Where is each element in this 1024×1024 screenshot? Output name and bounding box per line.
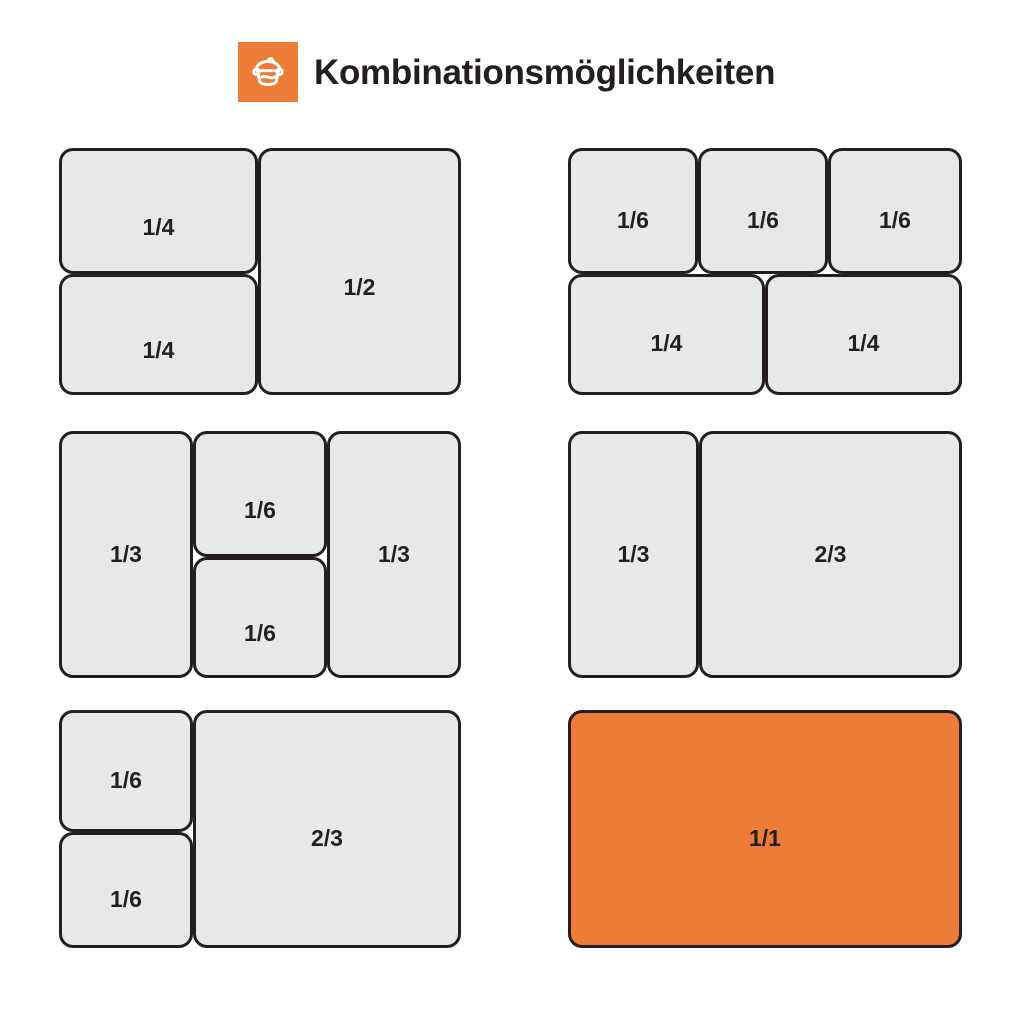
brand-logo bbox=[238, 42, 298, 102]
cell-label: 1/4 bbox=[847, 330, 880, 356]
cell-label: 1/4 bbox=[650, 330, 683, 356]
combination-block-1: 1/4 1/4 1/2 bbox=[59, 148, 461, 395]
cell-quarter-bottom-left[interactable]: 1/4 bbox=[59, 274, 258, 395]
cell-label: 1/3 bbox=[378, 541, 410, 567]
combination-block-5: 1/6 1/6 2/3 bbox=[59, 710, 461, 948]
cell-label: 1/3 bbox=[617, 541, 650, 567]
cell-label: 1/4 bbox=[142, 213, 175, 240]
combination-block-6: 1/1 bbox=[568, 710, 962, 948]
cell-sixth-top-2[interactable]: 1/6 bbox=[698, 148, 828, 274]
combination-block-3: 1/3 1/6 1/6 1/3 bbox=[59, 431, 461, 678]
cell-half-right[interactable]: 1/2 bbox=[258, 148, 461, 395]
cell-label: 1/4 bbox=[142, 337, 175, 363]
cell-label: 1/6 bbox=[617, 206, 649, 233]
pot-icon bbox=[247, 51, 289, 93]
cell-label: 1/2 bbox=[343, 274, 376, 300]
cell-third-left[interactable]: 1/3 bbox=[568, 431, 699, 678]
cell-label: 1/6 bbox=[244, 496, 276, 523]
cell-sixth-top-1[interactable]: 1/6 bbox=[568, 148, 698, 274]
cell-sixth-left-top[interactable]: 1/6 bbox=[59, 710, 193, 832]
cell-full-highlighted[interactable]: 1/1 bbox=[568, 710, 962, 948]
cell-two-thirds-right[interactable]: 2/3 bbox=[699, 431, 962, 678]
cell-third-right[interactable]: 1/3 bbox=[327, 431, 461, 678]
cell-sixth-top-3[interactable]: 1/6 bbox=[828, 148, 962, 274]
cell-label: 1/1 bbox=[749, 824, 781, 851]
combination-block-2: 1/6 1/6 1/6 1/4 1/4 bbox=[568, 148, 962, 395]
cell-quarter-bottom-1[interactable]: 1/4 bbox=[568, 274, 765, 395]
cell-quarter-top-left[interactable]: 1/4 bbox=[59, 148, 258, 274]
cell-label: 2/3 bbox=[814, 541, 847, 567]
combination-block-4: 1/3 2/3 bbox=[568, 431, 962, 678]
cell-sixth-middle-top[interactable]: 1/6 bbox=[193, 431, 327, 557]
cell-sixth-middle-bottom[interactable]: 1/6 bbox=[193, 557, 327, 678]
cell-sixth-left-bottom[interactable]: 1/6 bbox=[59, 832, 193, 948]
cell-label: 1/6 bbox=[747, 206, 779, 233]
page-title: Kombinationsmöglichkeiten bbox=[314, 52, 776, 92]
cell-third-left[interactable]: 1/3 bbox=[59, 431, 193, 678]
cell-label: 1/6 bbox=[110, 885, 142, 912]
cell-label: 1/6 bbox=[244, 620, 276, 646]
header: Kombinationsmöglichkeiten bbox=[238, 42, 775, 102]
cell-label: 1/6 bbox=[879, 206, 911, 233]
cell-label: 1/3 bbox=[110, 541, 142, 567]
cell-label: 1/6 bbox=[110, 766, 142, 793]
cell-label: 2/3 bbox=[311, 824, 343, 851]
cell-quarter-bottom-2[interactable]: 1/4 bbox=[765, 274, 962, 395]
cell-two-thirds-right[interactable]: 2/3 bbox=[193, 710, 461, 948]
